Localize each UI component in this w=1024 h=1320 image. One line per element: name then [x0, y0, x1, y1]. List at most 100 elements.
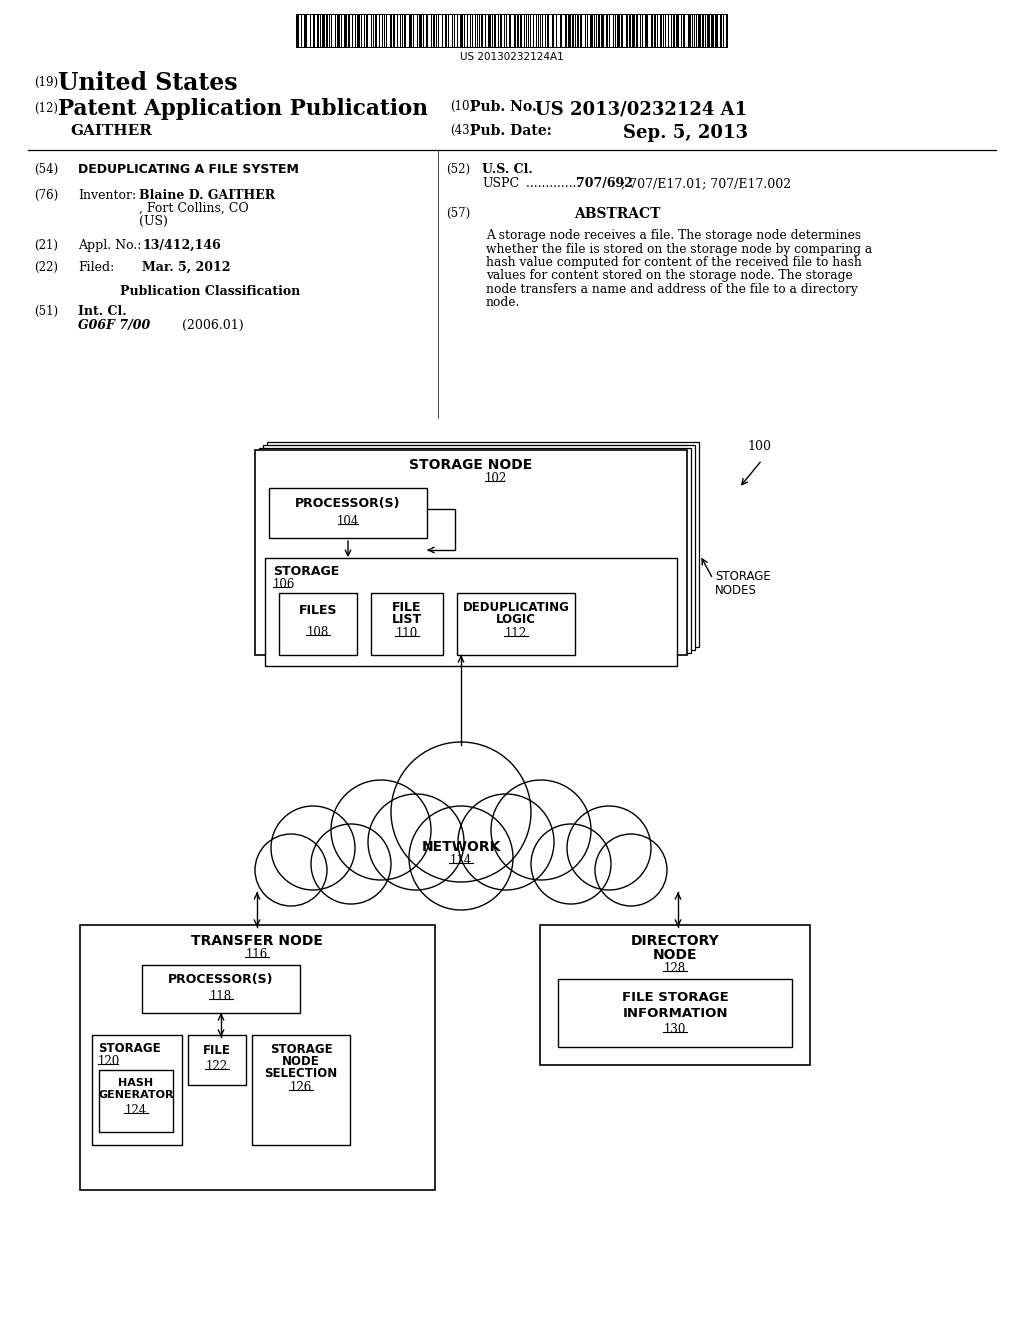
Bar: [522, 15, 524, 48]
Bar: [543, 15, 545, 48]
Text: DIRECTORY: DIRECTORY: [631, 935, 720, 948]
Bar: [557, 15, 560, 48]
Text: SELECTION: SELECTION: [264, 1067, 338, 1080]
Bar: [414, 15, 417, 48]
Circle shape: [368, 795, 464, 890]
Text: TRANSFER NODE: TRANSFER NODE: [191, 935, 323, 948]
Bar: [428, 15, 431, 48]
Text: STORAGE: STORAGE: [715, 570, 771, 583]
Text: 112: 112: [505, 627, 527, 640]
Text: Mar. 5, 2012: Mar. 5, 2012: [142, 261, 230, 275]
Bar: [604, 15, 606, 48]
Text: (19): (19): [34, 77, 58, 88]
Text: 102: 102: [485, 473, 507, 484]
Text: NODE: NODE: [283, 1055, 319, 1068]
Bar: [269, 488, 427, 539]
Text: DEDUPLICATING: DEDUPLICATING: [463, 601, 569, 614]
Bar: [279, 593, 357, 655]
Text: 130: 130: [664, 1023, 686, 1036]
Text: Filed:: Filed:: [78, 261, 115, 275]
Bar: [265, 558, 677, 667]
Bar: [669, 15, 671, 48]
Circle shape: [595, 834, 667, 906]
Bar: [540, 925, 810, 1065]
Text: node.: node.: [486, 297, 520, 309]
Bar: [92, 1035, 182, 1144]
Bar: [531, 15, 534, 48]
Bar: [368, 15, 371, 48]
Bar: [643, 15, 645, 48]
Text: 13/412,146: 13/412,146: [142, 239, 221, 252]
Bar: [483, 15, 485, 48]
Text: 122: 122: [206, 1060, 228, 1073]
Text: (57): (57): [446, 207, 470, 220]
Bar: [549, 15, 552, 48]
Text: 126: 126: [290, 1081, 312, 1094]
Text: hash value computed for content of the received file to hash: hash value computed for content of the r…: [486, 256, 862, 269]
Text: ..............: ..............: [518, 177, 585, 190]
Text: , Fort Collins, CO: , Fort Collins, CO: [139, 202, 249, 215]
Bar: [449, 15, 452, 48]
Bar: [99, 1071, 173, 1133]
Text: INFORMATION: INFORMATION: [623, 1007, 728, 1020]
Bar: [299, 15, 301, 48]
Bar: [554, 15, 556, 48]
Bar: [398, 15, 400, 48]
Bar: [424, 15, 426, 48]
Text: (51): (51): [34, 305, 58, 318]
Bar: [534, 15, 536, 48]
Bar: [362, 15, 364, 48]
Bar: [311, 15, 313, 48]
Bar: [465, 15, 467, 48]
Bar: [468, 15, 470, 48]
Text: 106: 106: [273, 578, 295, 591]
Text: 110: 110: [396, 627, 418, 640]
Text: (54): (54): [34, 162, 58, 176]
Text: Sep. 5, 2013: Sep. 5, 2013: [623, 124, 748, 143]
Bar: [296, 15, 728, 48]
Circle shape: [331, 780, 431, 880]
Bar: [511, 15, 514, 48]
Text: values for content stored on the storage node. The storage: values for content stored on the storage…: [486, 269, 853, 282]
Text: Pub. No.:: Pub. No.:: [470, 100, 542, 114]
Bar: [679, 15, 681, 48]
Text: FILE: FILE: [203, 1044, 231, 1057]
Text: STORAGE NODE: STORAGE NODE: [410, 458, 532, 473]
Text: Blaine D. GAITHER: Blaine D. GAITHER: [139, 189, 275, 202]
Text: DEDUPLICATING A FILE SYSTEM: DEDUPLICATING A FILE SYSTEM: [78, 162, 299, 176]
Bar: [307, 15, 310, 48]
Bar: [718, 15, 720, 48]
Text: STORAGE: STORAGE: [269, 1043, 333, 1056]
Text: whether the file is stored on the storage node by comparing a: whether the file is stored on the storag…: [486, 243, 872, 256]
Bar: [473, 15, 475, 48]
Text: 707/692: 707/692: [575, 177, 633, 190]
Text: LIST: LIST: [392, 612, 422, 626]
Bar: [259, 447, 691, 653]
Text: (2006.01): (2006.01): [182, 319, 244, 333]
Bar: [724, 15, 726, 48]
Bar: [685, 15, 688, 48]
Text: NODE: NODE: [652, 948, 697, 962]
Text: Pub. Date:: Pub. Date:: [470, 124, 552, 139]
Text: USPC: USPC: [482, 177, 519, 190]
Text: STORAGE: STORAGE: [98, 1041, 161, 1055]
Text: 128: 128: [664, 962, 686, 975]
Bar: [395, 15, 397, 48]
Text: ; 707/E17.01; 707/E17.002: ; 707/E17.01; 707/E17.002: [621, 177, 792, 190]
Bar: [380, 15, 382, 48]
Bar: [458, 15, 460, 48]
Text: (22): (22): [34, 261, 58, 275]
Text: 104: 104: [337, 515, 359, 528]
Text: FILE STORAGE: FILE STORAGE: [622, 991, 728, 1005]
Text: U.S. Cl.: U.S. Cl.: [482, 162, 532, 176]
Bar: [562, 15, 565, 48]
Bar: [648, 15, 651, 48]
Text: (10): (10): [450, 100, 474, 114]
Bar: [142, 965, 300, 1012]
Text: (21): (21): [34, 239, 58, 252]
Text: ABSTRACT: ABSTRACT: [573, 207, 660, 220]
Bar: [252, 1035, 350, 1144]
Text: Inventor:: Inventor:: [78, 189, 136, 202]
Bar: [315, 15, 317, 48]
Text: Appl. No.:: Appl. No.:: [78, 239, 141, 252]
